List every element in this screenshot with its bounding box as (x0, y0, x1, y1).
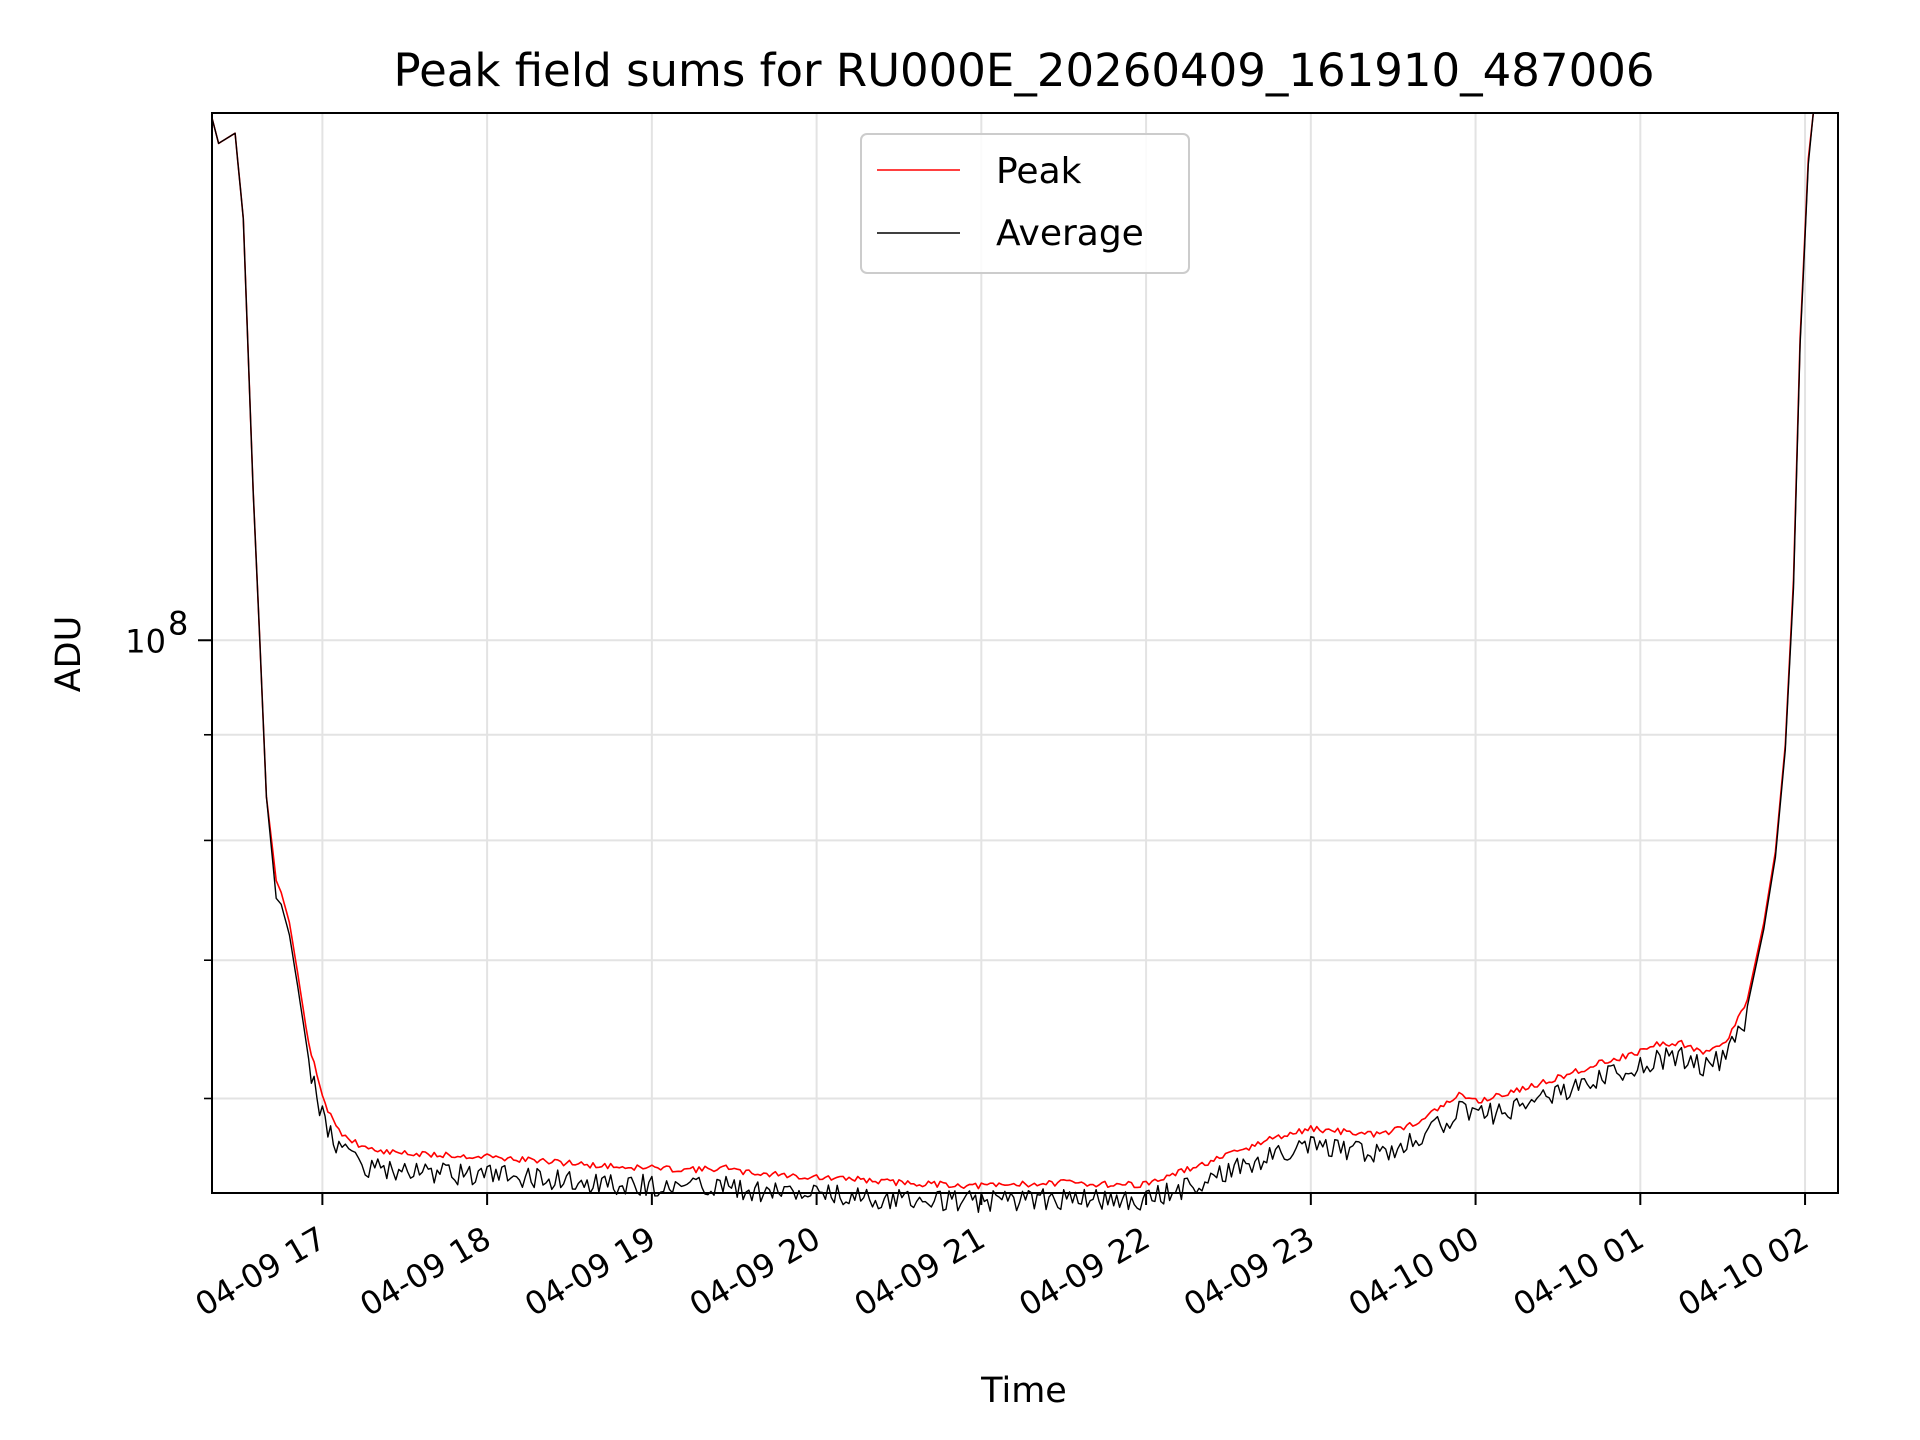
series-line-peak (211, 112, 1815, 1190)
x-tick-label: 04-09 23 (1177, 1219, 1321, 1324)
plot-frame (211, 112, 1839, 1194)
legend: Peak Average (860, 133, 1190, 274)
legend-label-average: Average (996, 213, 1144, 254)
x-tick-label: 04-09 22 (1012, 1219, 1156, 1324)
axis-ticks: 04-09 17 04-09 18 04-09 19 04-09 20 04-09 21… (125, 604, 1815, 1324)
x-tick-label: 04-10 01 (1507, 1219, 1651, 1324)
grid (212, 113, 1838, 1193)
x-tick-label: 04-09 17 (189, 1219, 333, 1324)
x-tick-label: 04-09 18 (354, 1219, 498, 1324)
series-line-average (211, 112, 1814, 1213)
legend-label-peak: Peak (996, 151, 1082, 192)
x-tick-label: 04-10 02 (1671, 1219, 1815, 1324)
y-tick-exponent: 8 (168, 604, 188, 642)
x-axis-label: Time (980, 1371, 1067, 1411)
x-tick-label: 04-10 00 (1342, 1219, 1486, 1324)
y-axis-label: ADU (49, 616, 89, 693)
series-group (211, 112, 1815, 1213)
chart-title: Peak field sums for RU000E_20260409_1619… (394, 44, 1655, 97)
x-tick-label: 04-09 19 (518, 1219, 662, 1324)
y-tick-label: 10 (125, 622, 166, 660)
x-tick-label: 04-09 20 (683, 1219, 827, 1324)
legend-box (860, 133, 1190, 274)
x-tick-label: 04-09 21 (848, 1219, 992, 1324)
